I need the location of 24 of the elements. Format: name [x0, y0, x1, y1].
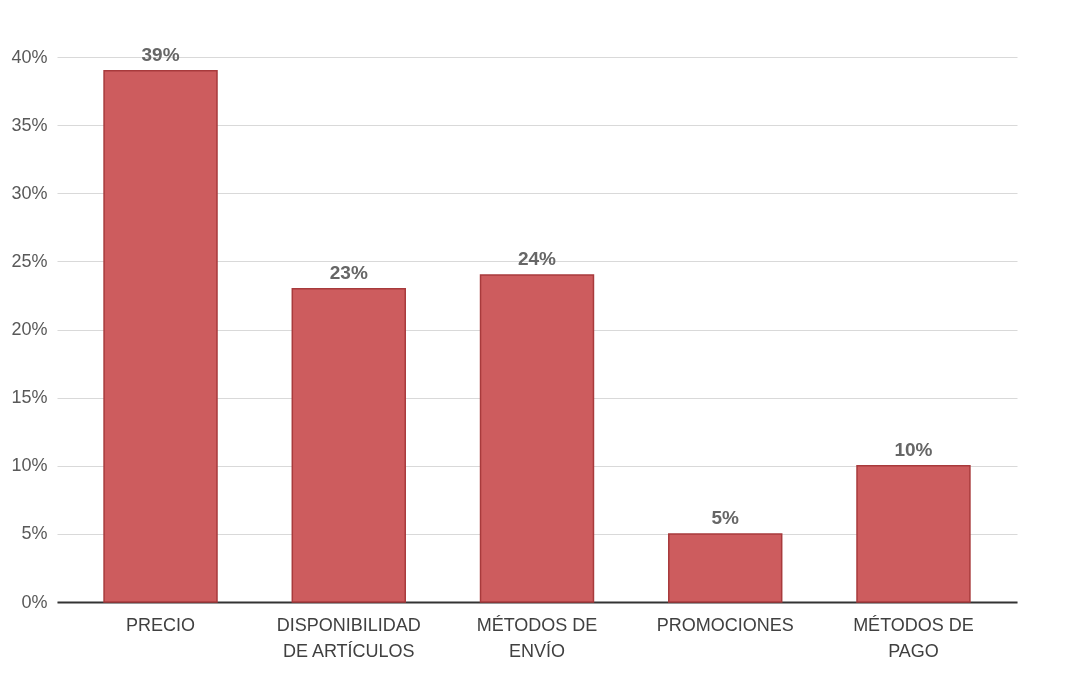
bar	[291, 287, 406, 603]
data-label: 23%	[329, 261, 368, 283]
y-tick-label: 20%	[11, 319, 48, 339]
bar	[668, 533, 783, 603]
y-tick-label: 5%	[21, 523, 48, 544]
x-tick-label: DISPONIBILIDAD DE ARTÍCULOS	[276, 614, 421, 661]
y-tick-label: 25%	[11, 250, 48, 271]
bar	[856, 465, 971, 603]
y-tick-label: 10%	[11, 455, 48, 476]
data-label: 24%	[517, 248, 557, 269]
x-tick-label: PRECIO	[126, 614, 196, 635]
data-label: 5%	[711, 506, 740, 528]
x-tick-label: PROMOCIONES	[656, 614, 794, 635]
data-label: 10%	[894, 438, 933, 460]
x-tick-label: MÉTODOS DE ENVÍO	[476, 614, 598, 661]
bar	[479, 274, 595, 603]
y-tick-label: 0%	[21, 591, 48, 612]
y-tick-label: 40%	[11, 46, 48, 67]
bar	[103, 69, 218, 603]
y-tick-label: 15%	[11, 387, 48, 408]
data-label: 39%	[141, 43, 180, 65]
y-tick-label: 30%	[11, 182, 48, 203]
y-tick-label: 35%	[11, 114, 48, 135]
x-tick-label: MÉTODOS DE PAGO	[853, 614, 974, 661]
